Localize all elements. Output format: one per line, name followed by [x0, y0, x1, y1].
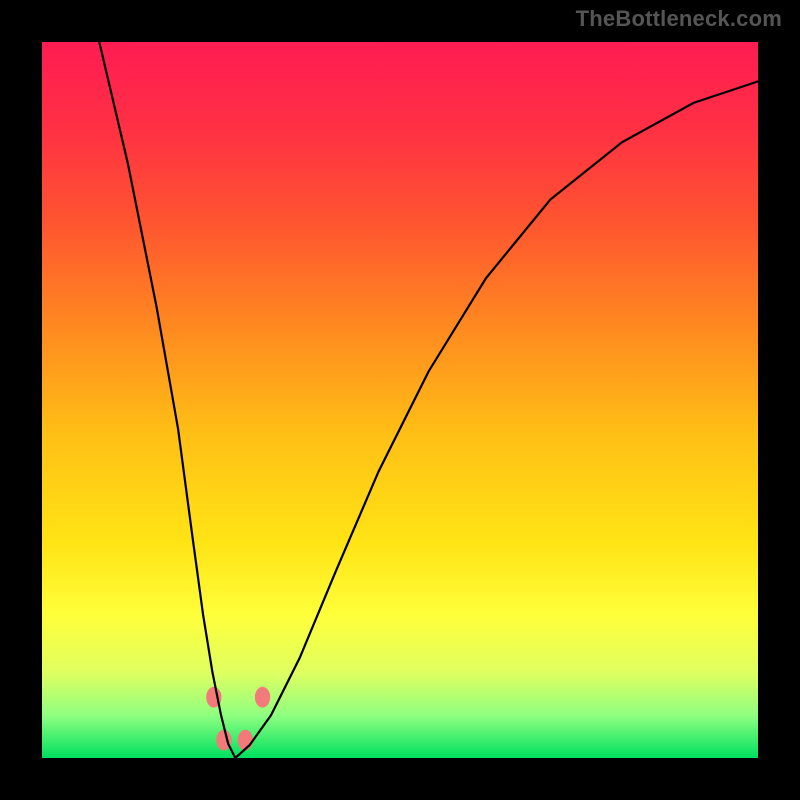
marker-dot [255, 687, 270, 708]
bottleneck-curve-chart [0, 0, 800, 800]
watermark-text: TheBottleneck.com [576, 6, 782, 32]
marker-dot [238, 730, 253, 751]
root: TheBottleneck.com [0, 0, 800, 800]
gradient-background [42, 42, 758, 758]
